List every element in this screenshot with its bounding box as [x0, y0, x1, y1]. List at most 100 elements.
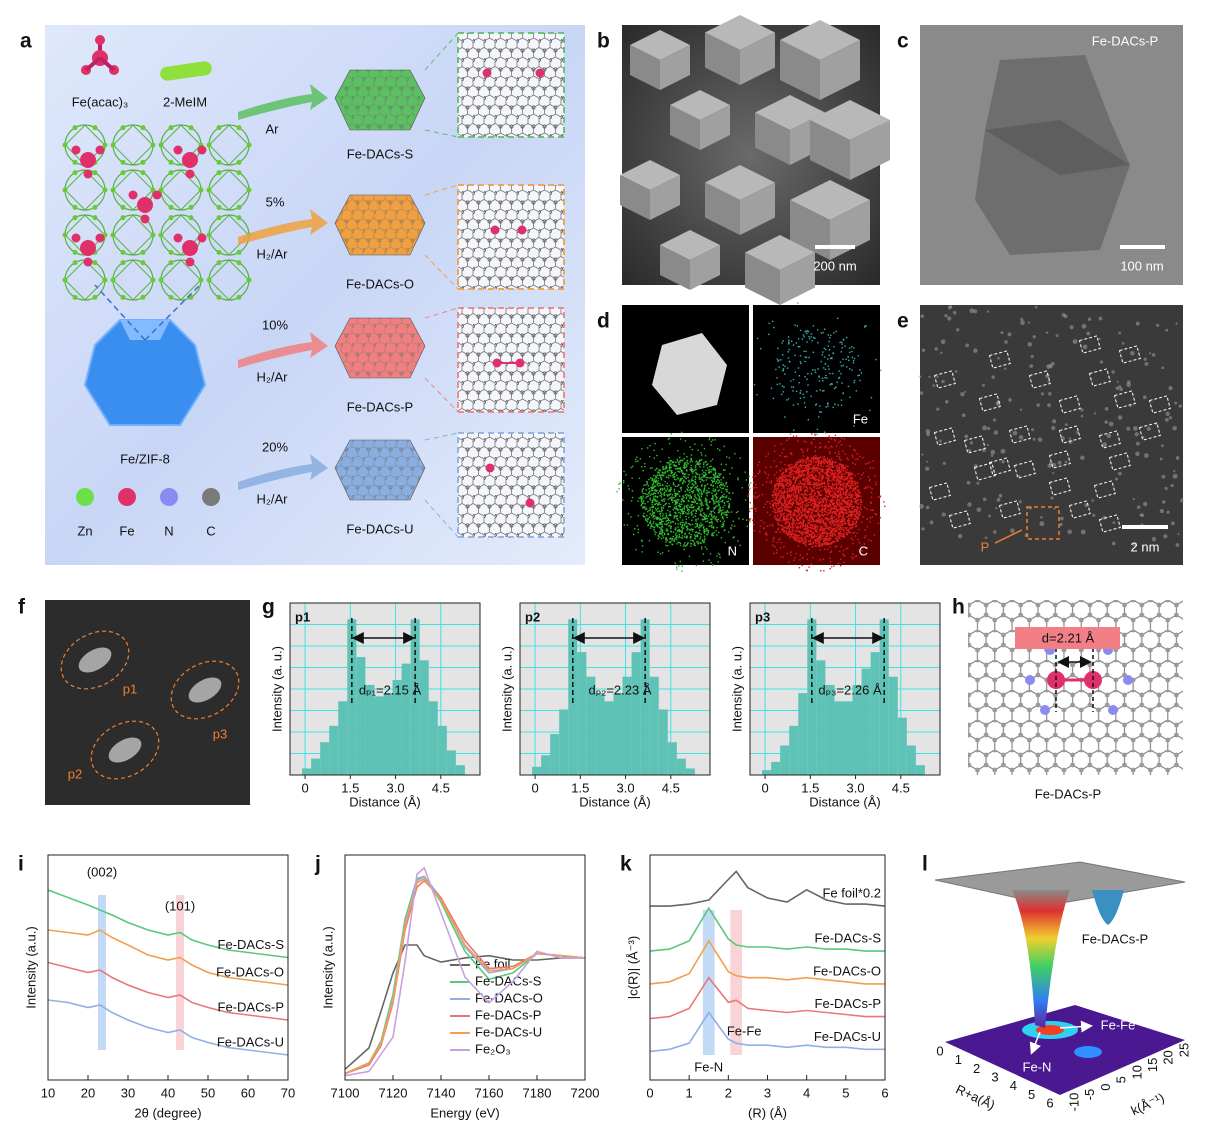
eds-dot [858, 549, 861, 552]
eds-dot [669, 513, 671, 515]
eds-dot [832, 527, 835, 530]
eds-dot [648, 488, 651, 490]
eds-dot [830, 509, 832, 511]
eds-dot [772, 544, 774, 547]
eds-dot [679, 516, 681, 519]
eds-dot [821, 544, 824, 547]
eds-dot [788, 501, 790, 504]
eds-dot [677, 541, 679, 543]
eds-dot [792, 498, 794, 500]
eds-dot [787, 501, 789, 503]
eds-dot [821, 467, 824, 470]
eds-dot [812, 467, 815, 469]
eds-dot [835, 530, 837, 532]
eds-dot [877, 496, 880, 498]
eds-dot [862, 472, 865, 474]
eds-dot [835, 386, 837, 388]
eds-dot [675, 465, 678, 467]
eds-dot [641, 501, 643, 503]
eds-dot [681, 513, 684, 515]
eds-dot [811, 463, 813, 465]
eds-dot [837, 521, 839, 523]
eds-dot [853, 523, 855, 526]
eds-dot [870, 491, 873, 494]
eds-dot [799, 522, 801, 524]
eds-dot [686, 494, 688, 496]
eds-dot [690, 528, 692, 530]
eds-dot [706, 483, 709, 485]
eds-dot [802, 451, 804, 453]
eds-dot [851, 505, 854, 508]
eds-dot [801, 472, 803, 474]
eds-dot [873, 534, 876, 536]
eds-dot [724, 511, 727, 513]
eds-dot [780, 483, 783, 485]
eds-dot [823, 472, 825, 474]
eds-dot [656, 526, 659, 528]
eds-dot [847, 516, 850, 518]
eds-dot [684, 440, 687, 442]
eds-dot [690, 539, 692, 542]
eds-dot [677, 499, 680, 501]
eds-dot [662, 513, 664, 515]
eds-dot [793, 475, 795, 477]
eds-dot [774, 485, 776, 487]
eds-dot [812, 325, 815, 327]
eds-dot [787, 502, 790, 505]
eds-dot [705, 469, 707, 472]
eds-dot [671, 539, 673, 542]
eds-dot [695, 502, 698, 505]
eds-dot [795, 534, 798, 536]
eds-dot [843, 509, 845, 511]
eds-dot [801, 498, 803, 500]
eds-dot [790, 488, 792, 490]
eds-dot [670, 460, 673, 462]
eds-dot [722, 524, 725, 526]
eds-dot [801, 483, 803, 485]
eds-dot [796, 518, 799, 521]
eds-dot [689, 524, 692, 526]
eds-dot [654, 442, 656, 445]
eds-dot [851, 515, 853, 517]
eds-dot [704, 530, 707, 532]
eds-dot [764, 471, 766, 473]
eds-dot [818, 472, 821, 474]
eds-dot [805, 530, 807, 532]
lattice-atom [110, 277, 116, 283]
eds-dot [809, 464, 811, 466]
eds-dot [826, 499, 828, 501]
eds-dot [840, 444, 843, 446]
label: 2-MeIM [163, 94, 207, 109]
eds-dot [659, 519, 661, 521]
eds-dot [826, 544, 829, 546]
eds-dot [640, 500, 643, 502]
eds-dot [797, 474, 800, 476]
eds-dot [842, 338, 845, 341]
eds-dot [693, 542, 696, 545]
eds-dot [704, 472, 707, 474]
eds-dot [803, 484, 805, 486]
eds-dot [778, 491, 780, 494]
eds-dot [783, 476, 785, 478]
eds-dot [800, 487, 802, 489]
eds-dot [649, 509, 651, 511]
eds-dot [829, 452, 831, 455]
eds-dot [810, 496, 813, 498]
eds-dot [808, 473, 810, 475]
eds-dot [799, 460, 802, 462]
eds-dot [815, 520, 817, 522]
eds-dot [677, 508, 679, 510]
eds-dot [645, 496, 647, 499]
eds-dot [850, 477, 853, 479]
eds-dot [836, 469, 838, 471]
eds-dot [793, 477, 795, 479]
eds-dot [818, 517, 820, 519]
eds-dot [713, 473, 715, 476]
eds-dot [805, 458, 808, 461]
eds-dot [675, 501, 677, 503]
eds-dot [722, 522, 725, 524]
eds-dot [698, 476, 700, 478]
eds-dot [659, 495, 661, 497]
eds-dot [826, 473, 828, 476]
panel-letter: d [597, 310, 610, 333]
